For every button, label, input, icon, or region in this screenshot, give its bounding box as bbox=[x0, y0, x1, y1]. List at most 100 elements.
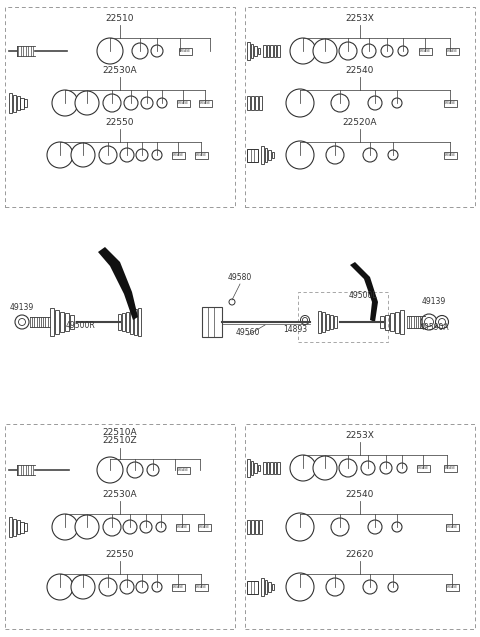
Bar bbox=[261, 578, 264, 596]
Bar bbox=[268, 582, 271, 592]
Bar bbox=[263, 45, 266, 57]
Bar bbox=[274, 462, 276, 474]
Bar bbox=[445, 48, 458, 55]
Bar bbox=[417, 464, 430, 471]
Bar bbox=[251, 520, 254, 534]
Circle shape bbox=[439, 318, 445, 326]
Bar bbox=[277, 462, 280, 474]
Bar bbox=[17, 96, 20, 110]
Bar bbox=[251, 96, 254, 110]
Bar bbox=[70, 315, 74, 329]
Circle shape bbox=[380, 462, 392, 474]
Circle shape bbox=[120, 148, 134, 162]
Bar bbox=[118, 314, 121, 330]
Circle shape bbox=[156, 522, 166, 532]
Bar bbox=[254, 46, 257, 56]
Text: GREASE: GREASE bbox=[419, 49, 431, 53]
Circle shape bbox=[368, 96, 382, 110]
Circle shape bbox=[97, 457, 123, 483]
Circle shape bbox=[99, 578, 117, 596]
Circle shape bbox=[132, 43, 148, 59]
Circle shape bbox=[363, 148, 377, 162]
Bar bbox=[263, 462, 266, 474]
Bar bbox=[385, 315, 389, 329]
Text: 22550: 22550 bbox=[106, 118, 134, 127]
Bar bbox=[24, 99, 27, 107]
Bar bbox=[400, 310, 404, 334]
Text: GREASE: GREASE bbox=[446, 49, 458, 53]
Circle shape bbox=[388, 150, 398, 160]
Bar bbox=[259, 96, 262, 110]
Bar bbox=[194, 152, 207, 159]
Text: 22620: 22620 bbox=[346, 550, 374, 559]
Circle shape bbox=[52, 514, 78, 540]
Circle shape bbox=[286, 89, 314, 117]
Bar bbox=[194, 583, 207, 590]
Bar bbox=[251, 461, 253, 475]
Text: 2253X: 2253X bbox=[346, 431, 374, 440]
Bar bbox=[334, 316, 337, 328]
Bar bbox=[257, 48, 261, 54]
Bar bbox=[202, 307, 222, 337]
Circle shape bbox=[99, 146, 117, 164]
Circle shape bbox=[47, 574, 73, 600]
Circle shape bbox=[300, 315, 310, 324]
Circle shape bbox=[290, 455, 316, 481]
Text: 22540: 22540 bbox=[346, 66, 374, 75]
Circle shape bbox=[127, 462, 143, 478]
Bar bbox=[444, 152, 456, 159]
Text: 22510A: 22510A bbox=[103, 428, 137, 437]
Text: GREASE: GREASE bbox=[172, 153, 184, 157]
Bar bbox=[9, 517, 12, 537]
Bar bbox=[171, 152, 184, 159]
Bar bbox=[419, 48, 432, 55]
Circle shape bbox=[71, 143, 95, 167]
Bar bbox=[322, 312, 325, 332]
Text: GREASE: GREASE bbox=[172, 585, 184, 589]
Circle shape bbox=[97, 38, 123, 64]
Text: 49590A: 49590A bbox=[419, 323, 449, 332]
Circle shape bbox=[124, 96, 138, 110]
Circle shape bbox=[151, 45, 163, 57]
Bar bbox=[255, 520, 258, 534]
Circle shape bbox=[19, 318, 25, 326]
Text: GREASE: GREASE bbox=[195, 153, 207, 157]
Text: 22510: 22510 bbox=[106, 14, 134, 23]
Bar bbox=[266, 462, 269, 474]
Bar bbox=[247, 148, 258, 162]
Text: 22520A: 22520A bbox=[343, 118, 377, 127]
Bar bbox=[274, 45, 276, 57]
Text: GREASE: GREASE bbox=[195, 585, 207, 589]
Text: GREASE: GREASE bbox=[179, 49, 191, 53]
Bar bbox=[5, 424, 235, 629]
Circle shape bbox=[103, 518, 121, 536]
Bar bbox=[247, 580, 258, 594]
Bar bbox=[445, 524, 458, 531]
Circle shape bbox=[392, 522, 402, 532]
Bar bbox=[55, 310, 59, 334]
Circle shape bbox=[123, 520, 137, 534]
Bar bbox=[326, 313, 329, 331]
Bar bbox=[259, 520, 262, 534]
Circle shape bbox=[326, 578, 344, 596]
Circle shape bbox=[392, 98, 402, 108]
Bar bbox=[130, 310, 133, 334]
Circle shape bbox=[424, 317, 433, 327]
Bar bbox=[197, 524, 211, 531]
Circle shape bbox=[120, 580, 134, 594]
Text: 22540: 22540 bbox=[346, 490, 374, 499]
Circle shape bbox=[75, 515, 99, 539]
Polygon shape bbox=[98, 247, 138, 320]
Circle shape bbox=[381, 45, 393, 57]
Bar bbox=[444, 99, 456, 106]
Bar bbox=[65, 313, 69, 331]
Circle shape bbox=[47, 142, 73, 168]
Text: GREASE: GREASE bbox=[177, 468, 189, 472]
Bar bbox=[13, 519, 16, 536]
Bar bbox=[177, 466, 190, 473]
Circle shape bbox=[152, 150, 162, 160]
Bar bbox=[245, 424, 475, 629]
Bar bbox=[24, 523, 27, 531]
Circle shape bbox=[229, 299, 235, 305]
Bar bbox=[255, 96, 258, 110]
